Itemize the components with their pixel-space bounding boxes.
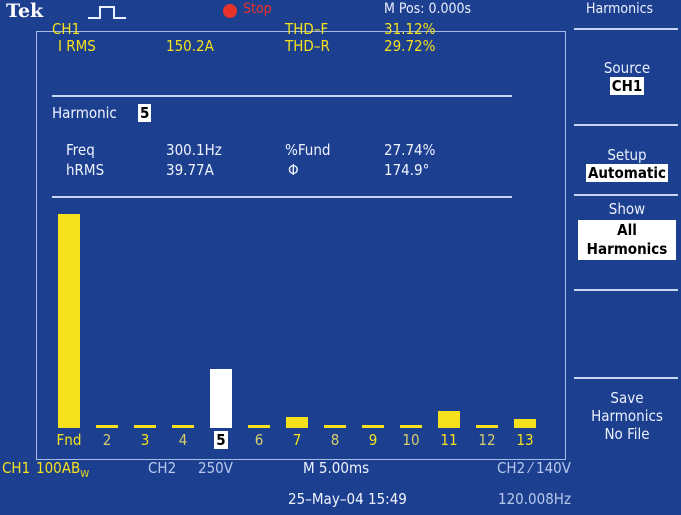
source-button[interactable]: Source CH1 (574, 59, 680, 95)
save-label-3: No File (604, 425, 650, 443)
ch1-scale-value: 100AB (36, 459, 81, 477)
thdf-value: 31.12% (384, 20, 436, 38)
menu-title: Harmonics (586, 1, 654, 17)
setup-value: Automatic (585, 164, 669, 182)
setup-label: Setup (607, 146, 647, 164)
harmonic-bar-2 (96, 425, 118, 428)
side-divider-2 (574, 124, 678, 126)
irms-label: I RMS (58, 37, 96, 55)
harmonic-bar-13 (514, 419, 536, 428)
save-label-1: Save (610, 389, 644, 407)
harmonic-bar-5 (210, 369, 232, 428)
pulse-icon (88, 6, 126, 19)
side-divider-5 (574, 377, 678, 379)
display-graticule (36, 31, 566, 460)
show-label: Show (608, 200, 646, 218)
show-value-line-1: All (617, 221, 637, 239)
readout-divider-2 (52, 196, 512, 198)
harmonic-tick-6: 6 (254, 431, 264, 449)
ch2-scale: 250V (198, 459, 233, 477)
harmonic-bar-4 (172, 425, 194, 428)
save-harmonics-button[interactable]: Save Harmonics No File (574, 389, 680, 443)
harmonic-bar-6 (248, 425, 270, 428)
bandwidth-limit-icon: W (80, 469, 90, 480)
show-value-box: All Harmonics (578, 220, 676, 260)
thdf-label: THD–F (285, 20, 329, 38)
harmonic-tick-4: 4 (178, 431, 188, 449)
harmonic-bar-10 (400, 425, 422, 428)
freq-value: 300.1Hz (166, 141, 222, 159)
phase-value: 174.9° (384, 161, 430, 179)
trigger-frequency: 120.008Hz (498, 490, 572, 508)
harmonic-tick-8: 8 (330, 431, 340, 449)
side-divider-4 (574, 289, 678, 291)
harmonic-tick-7: 7 (292, 431, 302, 449)
harmonic-tick-12: 12 (478, 431, 496, 449)
irms-value: 150.2A (166, 37, 214, 55)
channel-label: CH1 (52, 20, 81, 38)
harmonic-bar-8 (324, 425, 346, 428)
harmonic-tick-5: 5 (214, 431, 228, 449)
side-divider-3 (574, 194, 678, 196)
timebase: M 5.00ms (303, 459, 370, 477)
harmonic-tick-2: 2 (102, 431, 112, 449)
harmonics-bar-chart: Fnd 2 3 4 5 6 7 8 9 10 11 12 13 (40, 200, 560, 458)
readout-divider-1 (52, 95, 512, 97)
harmonic-bar-9 (362, 425, 384, 428)
source-value: CH1 (609, 77, 645, 95)
side-divider-1 (574, 28, 678, 30)
hrms-label: hRMS (66, 161, 105, 179)
show-value-line-2: Harmonics (586, 240, 668, 258)
thdr-label: THD–R (285, 37, 330, 55)
freq-label: Freq (66, 141, 95, 159)
percent-fund-label: %Fund (285, 141, 331, 159)
brand-logo: Tek (6, 0, 44, 22)
harmonic-bar-7 (286, 417, 308, 428)
setup-button[interactable]: Setup Automatic (574, 146, 680, 182)
date-time: 25–May–04 15:49 (288, 490, 407, 508)
harmonic-tick-11: 11 (440, 431, 458, 449)
harmonic-tick-13: 13 (516, 431, 534, 449)
harmonic-bar-12 (476, 425, 498, 428)
horizontal-position: M Pos: 0.000s (384, 1, 472, 17)
harmonic-tick-fnd: Fnd (56, 431, 82, 449)
ch1-label: CH1 (2, 459, 31, 477)
show-button[interactable]: Show All Harmonics (574, 200, 680, 260)
source-label: Source (603, 59, 651, 77)
stop-indicator-icon (223, 4, 237, 18)
thdr-value: 29.72% (384, 37, 436, 55)
harmonic-number-box[interactable]: 5 (138, 104, 152, 122)
ch2-label: CH2 (148, 459, 177, 477)
harmonic-label: Harmonic (52, 104, 117, 122)
harmonic-tick-9: 9 (368, 431, 378, 449)
phase-label: Φ (288, 161, 299, 179)
harmonic-tick-3: 3 (140, 431, 150, 449)
trigger-readout: CH2 ⁄ 140V (497, 459, 571, 477)
run-status[interactable]: Stop (243, 1, 272, 17)
percent-fund-value: 27.74% (384, 141, 436, 159)
harmonic-bar-11 (438, 411, 460, 428)
harmonic-number: 5 (138, 104, 152, 122)
harmonic-bar-3 (134, 425, 156, 428)
save-label-2: Harmonics (591, 407, 663, 425)
harmonic-bar-fnd (58, 214, 80, 428)
hrms-value: 39.77A (166, 161, 214, 179)
harmonic-tick-10: 10 (402, 431, 420, 449)
ch1-scale: 100ABW (36, 459, 89, 480)
